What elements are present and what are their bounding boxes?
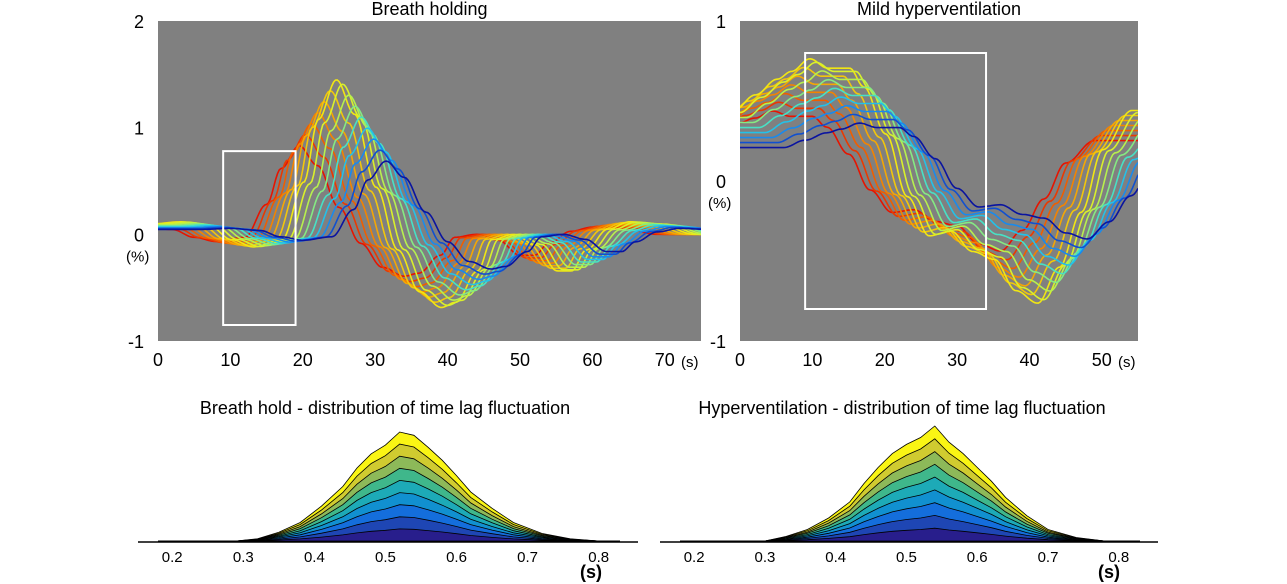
series-curve-10 xyxy=(158,105,701,296)
series-curve-11 xyxy=(158,116,701,291)
hyperventilation-distribution-panel: 0.2 0.3 0.4 0.5 0.6 0.7 0.8 Hyperventilation -… xyxy=(660,398,1158,582)
breath-hold-distribution-x-ticks: 0.2 0.3 0.4 0.5 0.6 0.7 0.8 xyxy=(162,549,609,566)
series-curve-15 xyxy=(740,122,1138,240)
hyperventilation-x-unit: (s) xyxy=(1118,354,1136,371)
breath-hold-distribution-layers xyxy=(158,431,620,542)
breath-holding-title: Breath holding xyxy=(371,0,487,19)
x-tick-label: 0.8 xyxy=(588,549,609,566)
series-curve-8 xyxy=(158,83,701,307)
y-tick-label: -1 xyxy=(710,332,726,352)
x-tick-label: 50 xyxy=(1092,350,1112,370)
x-tick-label: 0.7 xyxy=(1038,549,1059,566)
x-tick-label: 40 xyxy=(1019,350,1039,370)
x-tick-label: 40 xyxy=(438,350,458,370)
y-tick-label: 1 xyxy=(134,119,144,139)
x-tick-label: 0 xyxy=(153,350,163,370)
hyperventilation-distribution-x-unit: (s) xyxy=(1098,562,1120,582)
series-curve-15 xyxy=(158,160,701,270)
y-tick-label: 2 xyxy=(134,12,144,32)
breath-holding-y-ticks: 2 1 0 -1 xyxy=(128,12,144,352)
y-tick-label: 0 xyxy=(716,172,726,192)
series-curve-3 xyxy=(740,92,1138,270)
x-tick-label: 0.7 xyxy=(517,549,538,566)
x-tick-label: 0.2 xyxy=(684,549,705,566)
x-tick-label: 0.6 xyxy=(446,549,467,566)
x-tick-label: 10 xyxy=(802,350,822,370)
x-tick-label: 20 xyxy=(293,350,313,370)
hyperventilation-highlight-box xyxy=(804,52,988,310)
x-tick-label: 30 xyxy=(365,350,385,370)
hyperventilation-y-unit: (%) xyxy=(708,195,731,212)
series-curve-5 xyxy=(740,75,1138,287)
distribution-layer-2 xyxy=(680,514,1140,542)
distribution-layer-1 xyxy=(158,528,620,542)
breath-hold-distribution-x-unit: (s) xyxy=(580,562,602,582)
x-tick-label: 0.4 xyxy=(304,549,325,566)
distribution-layer-2 xyxy=(158,516,620,542)
x-tick-label: 0.5 xyxy=(896,549,917,566)
breath-holding-x-unit: (s) xyxy=(681,354,699,371)
breath-holding-x-ticks: 0 10 20 30 40 50 60 70 xyxy=(153,350,675,370)
series-curve-7 xyxy=(158,79,701,309)
x-tick-label: 0.6 xyxy=(967,549,988,566)
hyperventilation-plot-area xyxy=(740,21,1138,341)
hyperventilation-distribution-layers xyxy=(680,425,1140,542)
x-tick-label: 0.3 xyxy=(754,549,775,566)
x-tick-label: 50 xyxy=(510,350,530,370)
x-tick-label: 30 xyxy=(947,350,967,370)
y-tick-label: 1 xyxy=(716,12,726,32)
x-tick-label: 0.4 xyxy=(825,549,846,566)
y-tick-label: -1 xyxy=(128,332,144,352)
series-curve-14 xyxy=(740,113,1138,249)
breath-holding-curves xyxy=(158,79,701,309)
y-tick-label: 0 xyxy=(134,225,144,245)
series-curve-5 xyxy=(158,100,701,298)
hyperventilation-title: Mild hyperventilation xyxy=(857,0,1021,19)
series-curve-13 xyxy=(740,104,1138,258)
series-curve-12 xyxy=(740,96,1138,266)
breath-holding-plot-area xyxy=(158,21,701,341)
x-tick-label: 10 xyxy=(220,350,240,370)
breath-hold-distribution-title: Breath hold - distribution of time lag f… xyxy=(200,398,570,418)
breath-holding-panel: 0 10 20 30 40 50 60 70 210-1 Breath holding (s)… xyxy=(126,0,701,371)
x-tick-label: 70 xyxy=(655,350,675,370)
x-tick-label: 0.5 xyxy=(375,549,396,566)
x-tick-label: 0.8 xyxy=(1108,549,1129,566)
hyperventilation-distribution-title: Hyperventilation - distribution of time … xyxy=(698,398,1105,418)
hyperventilation-curves xyxy=(740,57,1138,304)
hyperventilation-y-ticks: 1 0 -1 xyxy=(710,12,726,352)
x-tick-label: 0.2 xyxy=(162,549,183,566)
hyperventilation-x-ticks: 0 10 20 30 40 50 xyxy=(735,350,1112,370)
series-curve-9 xyxy=(158,94,701,301)
breath-holding-highlight-box xyxy=(222,150,297,326)
series-curve-10 xyxy=(740,78,1138,284)
x-tick-label: 0.3 xyxy=(233,549,254,566)
distribution-layer-1 xyxy=(680,527,1140,542)
hyperventilation-distribution-x-ticks: 0.2 0.3 0.4 0.5 0.6 0.7 0.8 xyxy=(684,549,1129,566)
breath-holding-y-unit: (%) xyxy=(126,248,149,265)
x-tick-label: 0 xyxy=(735,350,745,370)
x-tick-label: 20 xyxy=(875,350,895,370)
x-tick-label: 60 xyxy=(582,350,602,370)
breath-hold-distribution-panel: 0.2 0.3 0.4 0.5 0.6 0.7 0.8 Breath hold - dist… xyxy=(138,398,638,582)
mild-hyperventilation-panel: 0 10 20 30 40 50 10-1 Mild hyperventilation (… xyxy=(708,0,1138,371)
